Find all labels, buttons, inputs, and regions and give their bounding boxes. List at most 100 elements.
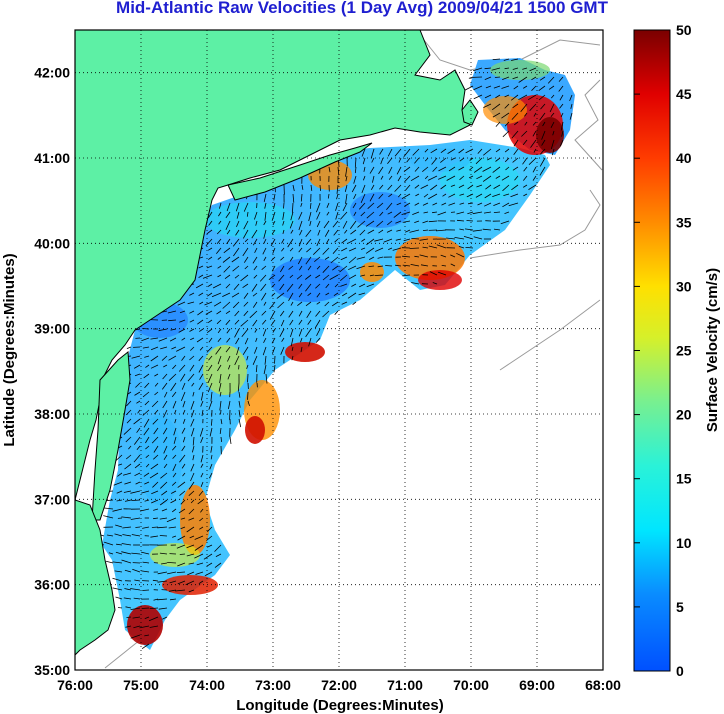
current-vector: [437, 211, 447, 216]
current-vector: [192, 454, 195, 461]
current-vector: [402, 274, 411, 277]
current-vector: [361, 238, 366, 242]
current-vector: [141, 607, 150, 609]
current-vector: [121, 551, 132, 555]
current-vector: [569, 94, 573, 102]
current-vector: [405, 229, 411, 233]
current-vector: [282, 220, 285, 226]
current-vector: [228, 400, 231, 410]
current-vector: [217, 337, 222, 343]
current-vector: [344, 184, 348, 192]
current-vector: [269, 301, 276, 310]
current-vector: [334, 238, 339, 243]
current-vector: [141, 570, 150, 573]
current-vector: [438, 175, 447, 180]
current-vector: [397, 193, 402, 198]
x-tick-label: 74:00: [189, 677, 225, 693]
current-vector: [298, 283, 303, 289]
current-vector: [201, 409, 204, 417]
current-vector: [229, 436, 232, 444]
current-vector: [305, 328, 312, 338]
current-vector: [570, 103, 573, 109]
current-vector: [420, 184, 429, 189]
current-vector: [133, 597, 141, 600]
current-vector: [559, 94, 564, 101]
current-vector: [242, 247, 249, 257]
current-vector: [189, 355, 195, 361]
current-vector: [197, 319, 204, 325]
moderate-zone: [203, 345, 247, 395]
current-vector: [336, 193, 339, 200]
current-vector: [503, 193, 510, 196]
current-vector: [429, 271, 438, 276]
current-vector: [348, 247, 357, 252]
current-vector: [459, 228, 465, 231]
current-vector: [176, 571, 186, 573]
current-vector: [345, 166, 348, 177]
current-vector: [228, 364, 231, 370]
current-vector: [191, 409, 195, 418]
current-vector: [272, 247, 276, 254]
current-vector: [513, 121, 519, 126]
current-vector: [360, 211, 366, 217]
current-vector: [263, 193, 267, 202]
current-vector: [160, 346, 168, 350]
current-vector: [200, 508, 204, 513]
current-vector: [188, 508, 195, 515]
current-vector: [450, 263, 456, 267]
current-vector: [152, 579, 159, 582]
current-vector: [216, 319, 222, 325]
current-vector: [108, 552, 114, 555]
current-vector: [334, 310, 339, 315]
current-vector: [198, 580, 204, 585]
current-vector: [151, 436, 159, 444]
current-vector: [415, 193, 420, 197]
current-vector: [332, 247, 339, 254]
current-vector: [402, 255, 411, 258]
current-vector: [197, 310, 204, 316]
current-vector: [209, 472, 213, 479]
current-vector: [112, 561, 123, 564]
current-vector: [274, 355, 276, 364]
current-vector: [272, 328, 276, 333]
current-vector: [157, 571, 168, 575]
current-vector: [247, 373, 249, 383]
current-vector: [159, 552, 168, 555]
current-vector: [200, 400, 204, 407]
current-vector: [199, 427, 204, 437]
current-vector: [116, 543, 123, 546]
current-vector: [297, 301, 303, 307]
current-vector: [273, 202, 276, 209]
current-vector: [226, 328, 231, 334]
current-vector: [468, 175, 474, 179]
current-vector: [200, 436, 204, 444]
current-vector: [280, 256, 285, 261]
current-vector: [291, 346, 294, 351]
current-vector: [500, 220, 510, 225]
current-vector: [289, 256, 294, 262]
current-vector: [483, 148, 492, 156]
current-vector: [139, 508, 150, 512]
current-vector: [440, 184, 447, 190]
current-vector: [316, 328, 321, 336]
current-vector: [144, 634, 150, 637]
current-vector: [448, 193, 456, 198]
current-vector: [476, 184, 483, 188]
current-vector: [149, 472, 159, 479]
current-vector: [362, 157, 366, 165]
current-vector: [491, 67, 501, 71]
current-vector: [296, 274, 303, 280]
current-vector: [279, 328, 285, 337]
current-vector: [206, 229, 213, 235]
current-vector: [189, 535, 195, 539]
current-vector: [412, 211, 420, 215]
current-vector: [547, 76, 555, 84]
current-vector: [441, 202, 447, 206]
current-vector: [502, 202, 510, 208]
current-vector: [141, 551, 150, 555]
current-vector: [271, 283, 276, 288]
current-vector: [185, 580, 195, 586]
current-vector: [198, 490, 204, 496]
current-vector: [521, 130, 528, 137]
current-vector: [511, 58, 519, 61]
